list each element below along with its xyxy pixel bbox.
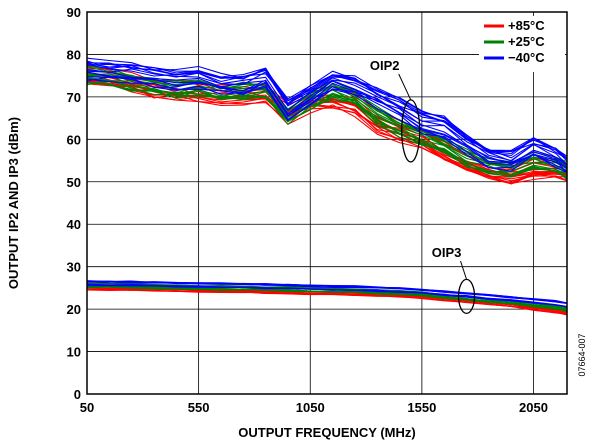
y-tick-label: 90: [67, 5, 81, 20]
y-tick-label: 30: [67, 260, 81, 275]
y-tick-label: 40: [67, 217, 81, 232]
x-tick-label: 1550: [407, 400, 436, 415]
legend-label: +85°C: [508, 18, 545, 33]
y-tick-label: 10: [67, 345, 81, 360]
series-trace: [86, 283, 568, 308]
legend: +85°C+25°C−40°C: [479, 16, 565, 72]
grid: [87, 12, 567, 394]
x-tick-label: 2050: [519, 400, 548, 415]
oip3-leader: [460, 260, 468, 280]
legend-label: −40°C: [508, 50, 545, 65]
oip2-label: OIP2: [370, 58, 400, 73]
legend-label: +25°C: [508, 34, 545, 49]
x-tick-label: 50: [80, 400, 94, 415]
series-oip2-2: [86, 57, 568, 174]
oip2-leader: [398, 73, 412, 101]
x-axis-title: OUTPUT FREQUENCY (MHz): [238, 425, 415, 440]
series-trace: [86, 70, 568, 170]
x-tick-labels: 50 550 1050 1550 2050: [80, 400, 548, 415]
series-trace: [86, 63, 568, 162]
x-tick-label: 550: [188, 400, 210, 415]
y-tick-label: 0: [74, 387, 81, 402]
series-trace: [86, 71, 568, 168]
series-trace: [86, 76, 568, 174]
y-axis-title: OUTPUT IP2 AND IP3 (dBm): [6, 117, 21, 289]
x-tick-label: 1050: [296, 400, 325, 415]
series-oip3-5: [86, 280, 568, 308]
annotations: OIP2 OIP3: [370, 58, 476, 315]
series-trace: [86, 78, 568, 172]
oip2-ellipse: [401, 99, 421, 163]
y-tick-label: 60: [67, 132, 81, 147]
y-tick-label: 50: [67, 175, 81, 190]
series-trace: [86, 76, 568, 175]
y-tick-label: 20: [67, 302, 81, 317]
y-tick-label: 80: [67, 47, 81, 62]
plot-frame: [86, 11, 568, 395]
series-trace: [86, 60, 568, 159]
plot-lines: [86, 57, 568, 316]
series-oip2-1: [86, 66, 568, 181]
y-tick-labels: 0 10 20 30 40 50 60 70 80 90: [67, 5, 81, 402]
series-trace: [86, 289, 568, 315]
series-trace: [86, 74, 568, 170]
series-trace: [86, 285, 568, 311]
oip3-label: OIP3: [432, 245, 462, 260]
y-tick-label: 70: [67, 90, 81, 105]
figure-id: 07664-007: [577, 333, 587, 376]
series-trace: [86, 61, 568, 157]
series-trace: [86, 63, 568, 166]
series-trace: [86, 280, 568, 304]
